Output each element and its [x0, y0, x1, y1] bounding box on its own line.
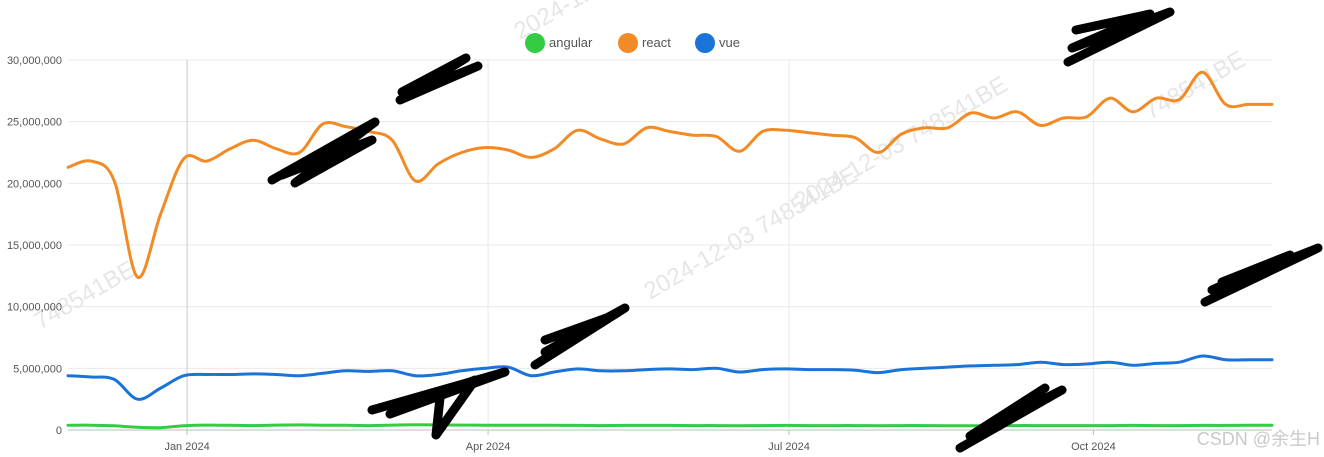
watermark-text: 2024-12-03 748541BE	[790, 71, 1013, 215]
y-tick-label: 5,000,000	[13, 363, 62, 375]
y-tick-label: 25,000,000	[7, 117, 62, 129]
legend-item-react[interactable]: react	[618, 33, 671, 53]
x-tick-label: Jan 2024	[164, 441, 209, 453]
legend-swatch	[618, 33, 638, 53]
y-tick-label: 20,000,000	[7, 178, 62, 190]
redaction-scribble	[267, 117, 380, 188]
x-tick-label: Jul 2024	[768, 441, 810, 453]
redaction-scribble	[1200, 243, 1323, 307]
legend: angular react vue	[525, 33, 740, 53]
axes: 0 5,000,000 10,000,000 15,000,000 20,000,000…	[7, 55, 1116, 453]
redaction-scribble	[530, 303, 630, 370]
legend-swatch	[695, 33, 715, 53]
legend-item-vue[interactable]: vue	[695, 33, 740, 53]
legend-label: vue	[719, 35, 740, 50]
y-tick-label: 0	[56, 425, 62, 437]
y-tick-label: 30,000,000	[7, 55, 62, 67]
redaction-scribble	[1063, 7, 1175, 67]
redaction-scribble	[367, 367, 510, 440]
y-tick-label: 10,000,000	[7, 302, 62, 314]
series-lines	[66, 70, 1274, 430]
redaction-scribble	[395, 53, 483, 105]
redaction-scribbles	[267, 7, 1323, 453]
series-line-react	[66, 70, 1274, 279]
series-line-vue	[66, 354, 1274, 401]
watermark-text: 748541BE	[30, 256, 141, 335]
watermark-text: 748541BE	[1140, 46, 1251, 125]
redaction-scribble	[955, 383, 1067, 453]
footer-watermark: CSDN @余生H	[1196, 429, 1320, 449]
legend-label: angular	[549, 35, 593, 50]
series-line-angular	[66, 423, 1274, 430]
y-tick-label: 15,000,000	[7, 240, 62, 252]
x-tick-label: Oct 2024	[1071, 441, 1116, 453]
legend-label: react	[642, 35, 671, 50]
x-tick-label: Apr 2024	[466, 441, 511, 453]
legend-swatch	[525, 33, 545, 53]
legend-item-angular[interactable]: angular	[525, 33, 593, 53]
